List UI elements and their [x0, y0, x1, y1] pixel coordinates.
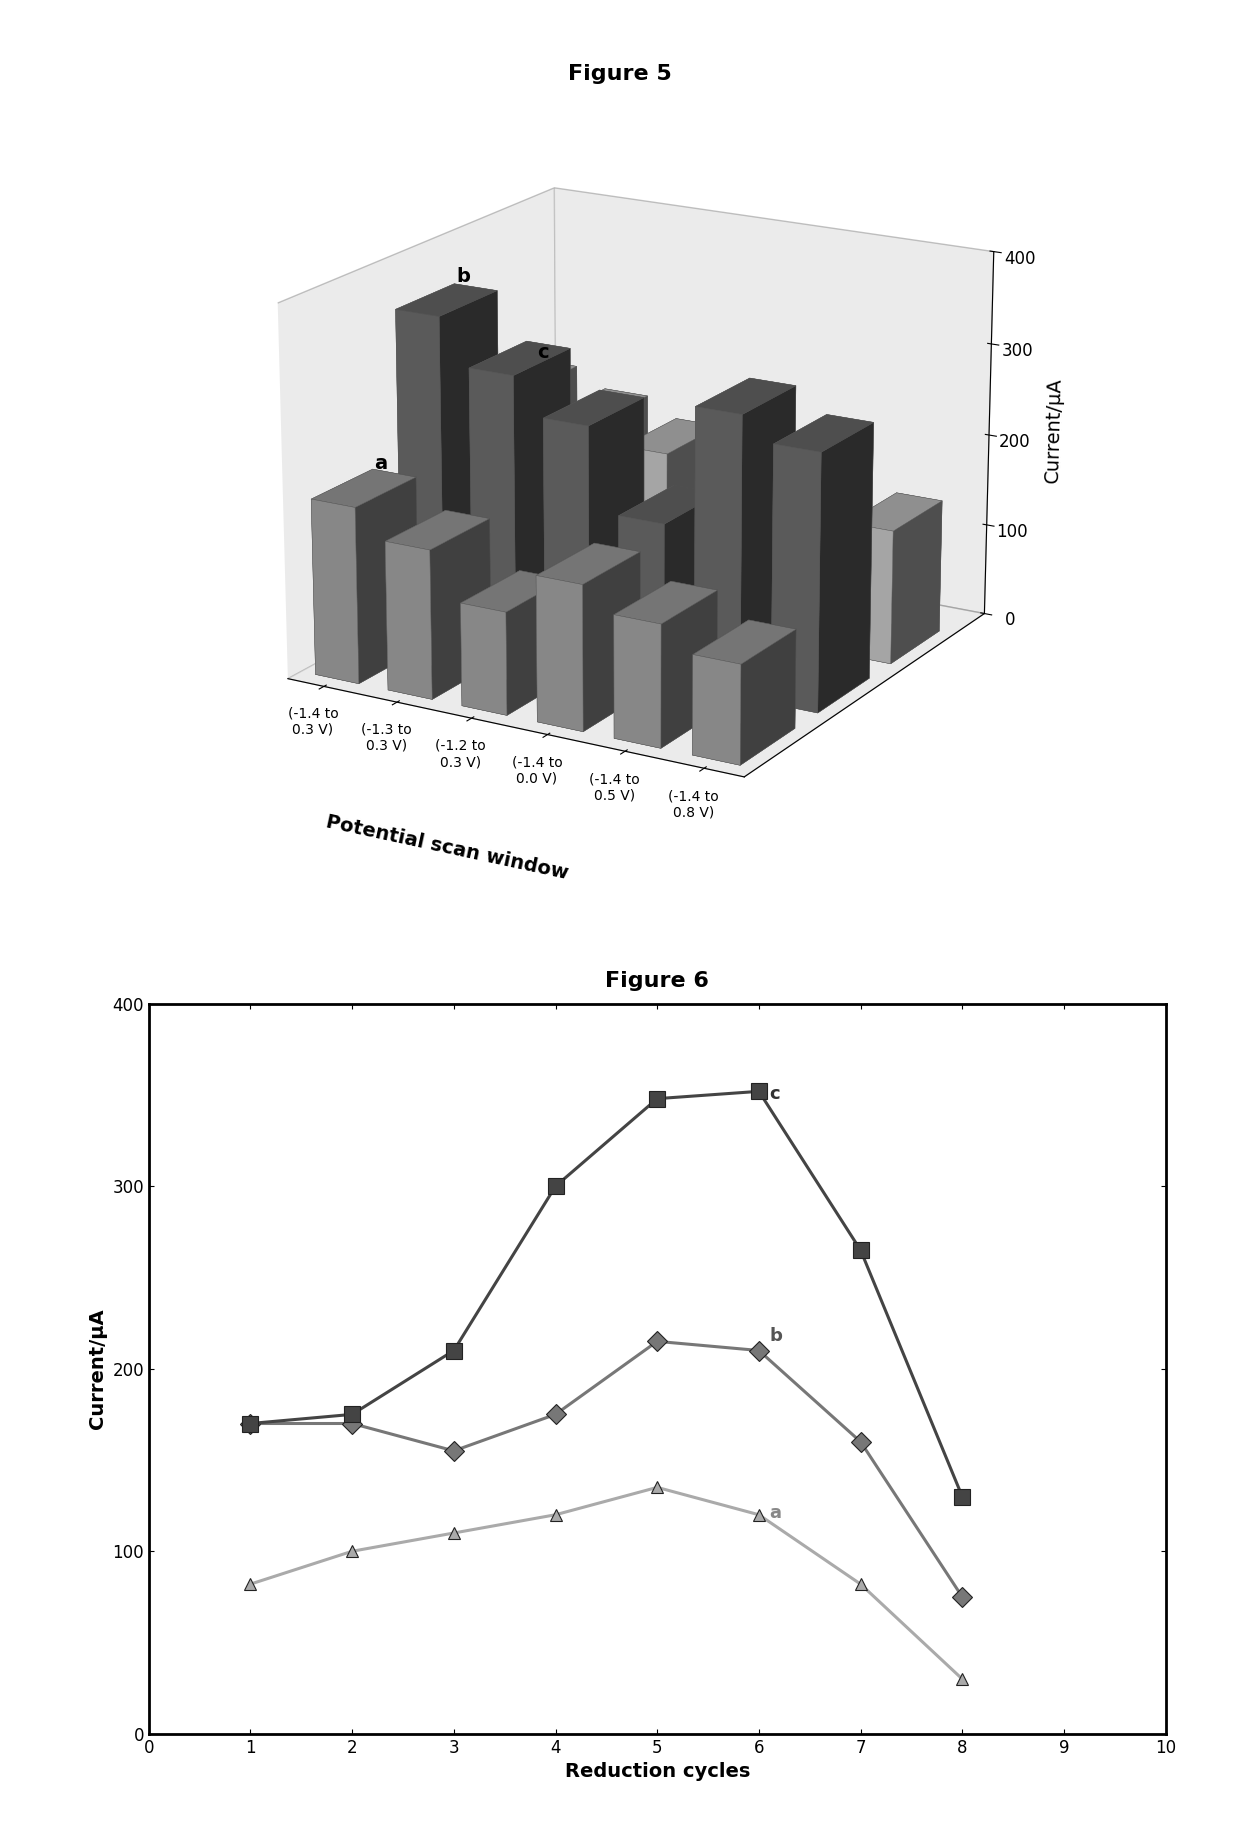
a	[548, 1504, 563, 1526]
X-axis label: Reduction cycles: Reduction cycles	[564, 1763, 750, 1781]
Text: b: b	[769, 1327, 782, 1345]
c	[751, 1080, 766, 1102]
a	[446, 1522, 461, 1544]
Text: a: a	[769, 1504, 781, 1522]
Title: Figure 6: Figure 6	[605, 971, 709, 991]
a	[243, 1573, 258, 1595]
b	[243, 1413, 258, 1434]
a	[650, 1476, 665, 1498]
a	[751, 1504, 766, 1526]
Text: c: c	[769, 1084, 780, 1102]
a	[955, 1668, 970, 1690]
c	[955, 1486, 970, 1507]
c	[446, 1340, 461, 1361]
c	[650, 1088, 665, 1110]
Line: b: b	[243, 1334, 970, 1604]
c	[345, 1403, 360, 1425]
Y-axis label: Current/μA: Current/μA	[88, 1309, 107, 1429]
a	[853, 1573, 868, 1595]
b	[853, 1431, 868, 1453]
c	[853, 1239, 868, 1261]
b	[345, 1413, 360, 1434]
b	[446, 1440, 461, 1462]
a	[345, 1540, 360, 1562]
b	[751, 1340, 766, 1361]
Line: c: c	[243, 1084, 970, 1504]
b	[955, 1586, 970, 1608]
X-axis label: Potential scan window: Potential scan window	[325, 812, 570, 883]
b	[650, 1330, 665, 1352]
Text: Figure 5: Figure 5	[568, 64, 672, 84]
Line: a: a	[244, 1482, 968, 1684]
c	[548, 1175, 563, 1197]
c	[243, 1413, 258, 1434]
b	[548, 1403, 563, 1425]
